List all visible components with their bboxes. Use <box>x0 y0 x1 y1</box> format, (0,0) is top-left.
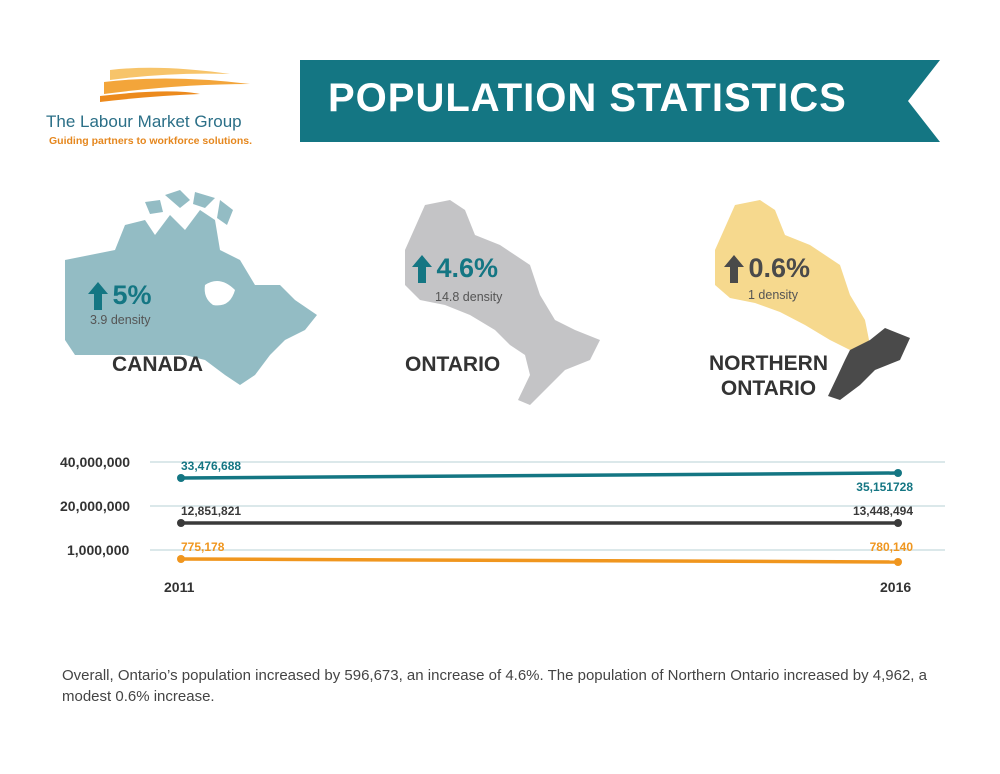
ontario-density: 14.8 density <box>435 290 503 304</box>
northern-ontario-label-line2: ONTARIO <box>720 377 817 400</box>
logo-swoosh-icon <box>100 67 250 102</box>
data-label: 12,851,821 <box>181 504 241 518</box>
footnote: Overall, Ontario’s population increased … <box>62 667 927 705</box>
data-point <box>894 519 902 527</box>
data-point <box>177 474 185 482</box>
y-tick-label: 20,000,000 <box>60 498 130 514</box>
northern-ontario-label: NORTHERN ONTARIO <box>709 351 828 401</box>
canada-map-icon <box>65 190 317 385</box>
data-point <box>894 469 902 477</box>
northern-ontario-stat: 0.6% <box>724 253 810 284</box>
ontario-label: ONTARIO <box>405 353 501 376</box>
banner-ribbon-icon <box>300 60 940 142</box>
data-point <box>177 519 185 527</box>
ontario-change: 4.6% <box>436 253 498 283</box>
arrow-up-icon <box>88 281 108 310</box>
series-line <box>180 471 899 480</box>
series-line <box>180 557 899 564</box>
northern-ontario-change: 0.6% <box>748 253 810 283</box>
data-label: 775,178 <box>181 540 225 554</box>
x-tick-label: 2016 <box>880 579 911 595</box>
data-label: 35,151728 <box>856 480 913 494</box>
gridlines <box>150 461 945 551</box>
arrow-up-icon <box>724 254 744 283</box>
page-title: POPULATION STATISTICS <box>328 76 847 120</box>
logo: The Labour Market Group Guiding partners… <box>40 62 280 157</box>
data-label: 13,448,494 <box>853 504 913 518</box>
canada-label: CANADA <box>112 353 203 376</box>
canada-stat: 5% <box>88 280 151 311</box>
data-label: 33,476,688 <box>181 459 241 473</box>
logo-name: The Labour Market Group <box>46 112 242 131</box>
ontario-map-icon <box>405 200 600 405</box>
data-label: 780,140 <box>870 540 914 554</box>
y-tick-label: 40,000,000 <box>60 454 130 470</box>
x-tick-label: 2011 <box>164 579 195 595</box>
y-tick-label: 1,000,000 <box>67 542 129 558</box>
canada-change: 5% <box>112 280 152 310</box>
ontario-stat: 4.6% <box>412 253 498 284</box>
canada-density: 3.9 density <box>90 313 151 327</box>
arrow-up-icon <box>412 254 432 283</box>
population-line-chart: 40,000,000 20,000,000 1,000,000 33,476,6… <box>60 454 945 595</box>
northern-ontario-label-line1: NORTHERN <box>709 352 828 375</box>
data-point <box>894 558 902 566</box>
data-point <box>177 555 185 563</box>
northern-ontario-density: 1 density <box>748 288 799 302</box>
northern-ontario-map-icon <box>715 200 910 400</box>
logo-tagline: Guiding partners to workforce solutions. <box>49 135 253 147</box>
title-banner: POPULATION STATISTICS <box>300 60 940 142</box>
